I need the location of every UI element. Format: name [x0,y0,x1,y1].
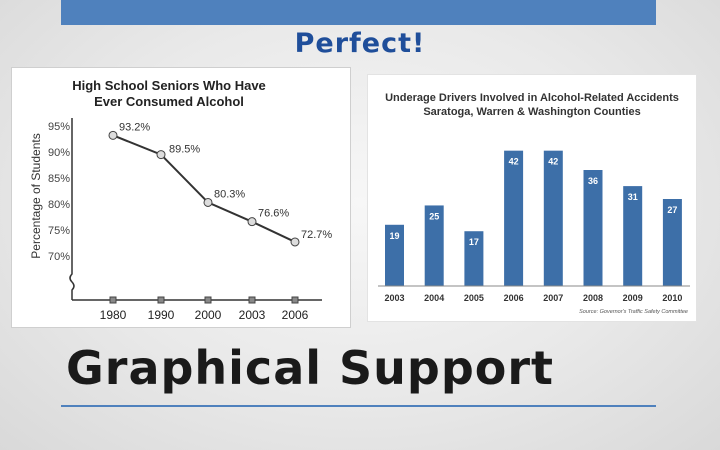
bar-chart-xtick: 2003 [384,293,404,303]
bar-chart-bar [464,231,484,286]
line-chart-data-label: 76.6% [258,208,289,220]
bar-chart: Underage Drivers Involved in Alcohol-Rel… [378,92,690,315]
bar-chart-bar [424,205,444,286]
line-chart-xtick: 2003 [239,308,266,322]
line-chart-point [156,150,166,160]
bar-chart-data-label: 42 [509,157,519,167]
line-chart-ylabel: Percentage of Students [29,133,43,258]
line-chart-point [108,130,118,140]
line-chart-xtick-marker [204,296,212,304]
bar-chart-xtick: 2008 [583,293,603,303]
line-chart-xtick-marker [157,296,165,304]
line-chart-series [112,134,296,243]
line-chart-data-label: 93.2% [119,121,150,133]
line-chart-title: Ever Consumed Alcohol [94,94,244,109]
line-chart-xtick: 1990 [148,308,175,322]
bar-chart-panel: Underage Drivers Involved in Alcohol-Rel… [367,74,697,322]
bar-chart-bar [543,150,563,286]
line-chart-yaxis [69,118,75,300]
bar-chart-data-label: 19 [389,231,399,241]
bar-chart-xtick: 2007 [543,293,563,303]
bar-chart-bar [623,186,643,286]
bar-chart-data-label: 25 [429,211,439,221]
bar-chart-bar [504,150,524,286]
bar-chart-source: Source: Governor's Traffic Safety Commit… [579,309,688,315]
bar-chart-xtick: 2010 [662,293,682,303]
line-chart-ytick: 95% [48,121,70,133]
line-chart-xtick-marker [109,296,117,304]
bar-chart-data-label: 36 [588,176,598,186]
bar-chart-data-label: 17 [469,237,479,247]
line-chart-ytick: 90% [48,147,70,159]
slide-subtitle: Graphical Support [66,341,555,395]
line-chart-data-label: 72.7% [301,229,332,241]
bar-chart-bar [662,199,682,286]
line-chart-xtick-marker [248,296,256,304]
slide-title: Perfect! [294,28,426,59]
line-chart-panel: High School Seniors Who Have Ever Consume… [11,67,351,328]
line-chart-point [247,217,257,227]
line-chart-ytick: 85% [48,173,70,185]
bar-chart-data-label: 27 [667,205,677,215]
bar-chart-title: Saratoga, Warren & Washington Counties [423,106,640,118]
line-chart-xtick: 2000 [195,308,222,322]
bar-chart-data-label: 31 [628,192,638,202]
bar-chart-xtick: 2006 [504,293,524,303]
bar-chart-data-label: 42 [548,157,558,167]
bar-chart-bar [583,170,603,286]
line-chart-xtick: 2006 [282,308,309,322]
top-accent-bar [61,0,656,25]
line-chart-ytick: 70% [48,251,70,263]
bar-chart-xtick: 2004 [424,293,444,303]
line-chart-ytick: 75% [48,225,70,237]
bar-chart-xtick: 2005 [464,293,484,303]
line-chart-title: High School Seniors Who Have [72,78,266,93]
line-chart-xtick: 1980 [100,308,127,322]
bar-chart-title: Underage Drivers Involved in Alcohol-Rel… [385,92,679,104]
line-chart-xtick-marker [291,296,299,304]
bar-chart-bar [385,224,404,286]
line-chart-point [290,237,300,247]
line-chart-data-label: 80.3% [214,188,245,200]
line-chart-point [203,197,213,207]
bar-chart-xtick: 2009 [623,293,643,303]
line-chart-ytick: 80% [48,199,70,211]
bottom-divider [61,405,656,407]
line-chart-data-label: 89.5% [169,144,200,156]
